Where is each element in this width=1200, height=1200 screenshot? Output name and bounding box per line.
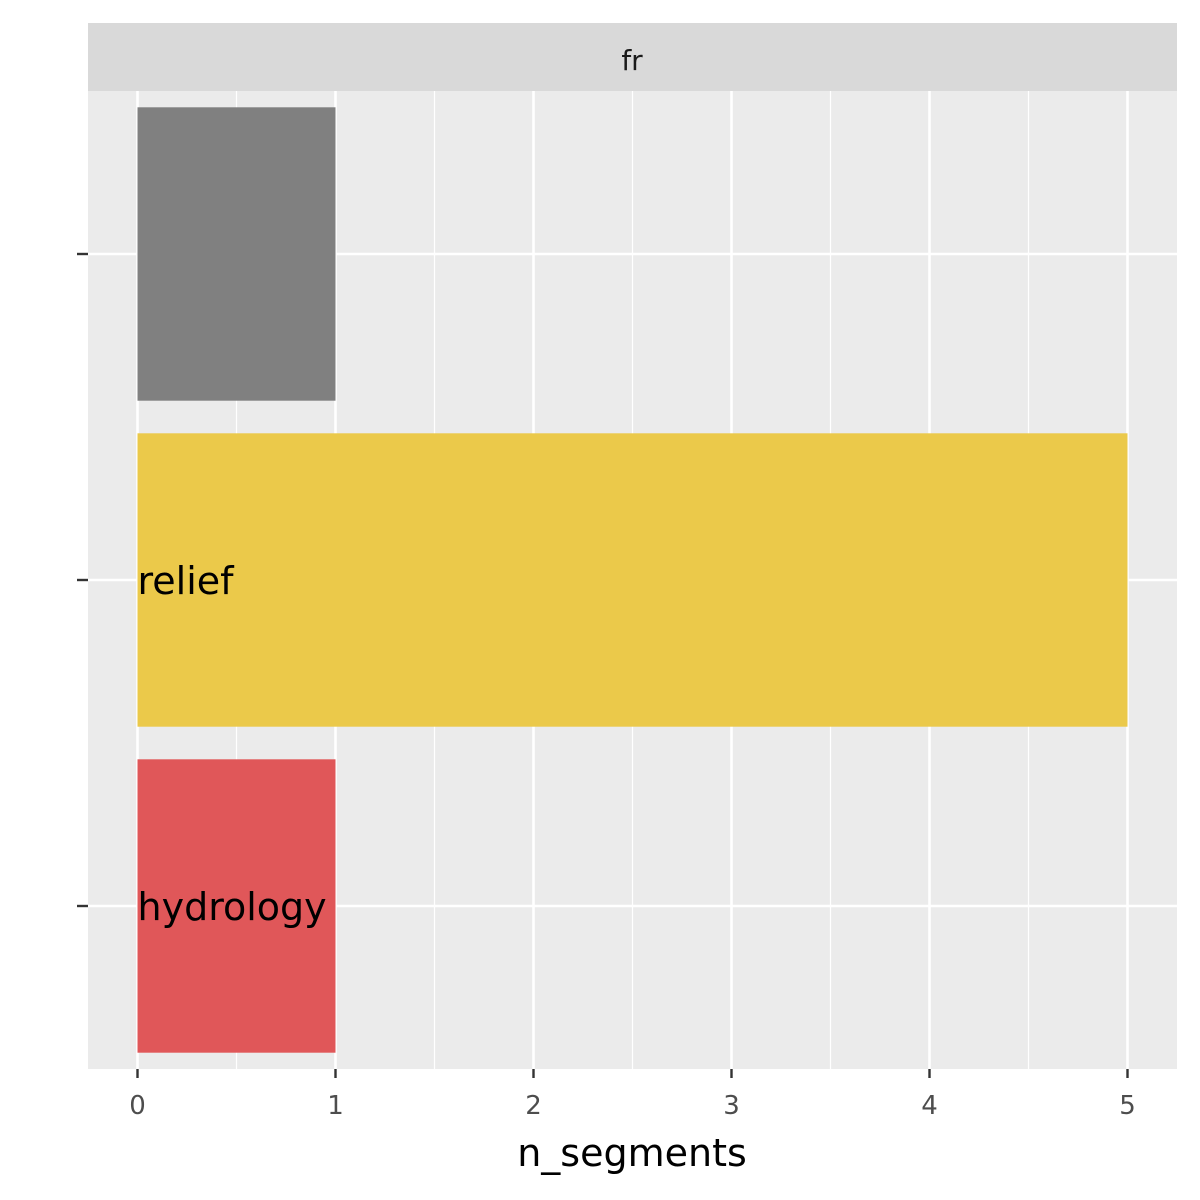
bars bbox=[137, 107, 1128, 1053]
bar-labels: relief hydrology bbox=[138, 559, 327, 929]
x-tick-label: 4 bbox=[921, 1091, 938, 1121]
x-axis-title: n_segments bbox=[517, 1131, 747, 1175]
facet-label: fr bbox=[621, 44, 643, 77]
x-tick-label: 3 bbox=[723, 1091, 740, 1121]
x-tick-label: 0 bbox=[129, 1091, 146, 1121]
x-tick-label: 5 bbox=[1119, 1091, 1136, 1121]
bar-label: relief bbox=[138, 559, 236, 603]
bar bbox=[137, 433, 1128, 727]
x-tick-label: 1 bbox=[327, 1091, 344, 1121]
x-tick-label: 2 bbox=[525, 1091, 542, 1121]
bar bbox=[137, 759, 336, 1053]
bar-label: hydrology bbox=[138, 885, 327, 929]
y-axis-ticks bbox=[77, 252, 88, 908]
x-axis-ticks: 0 1 2 3 4 5 bbox=[129, 1069, 1136, 1121]
strip-background bbox=[88, 23, 1177, 91]
bar bbox=[137, 107, 336, 401]
